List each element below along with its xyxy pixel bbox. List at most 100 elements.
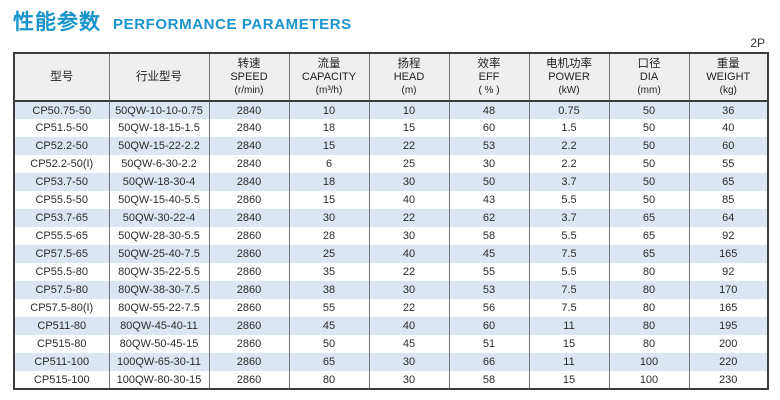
table-cell: 50QW-18-30-4 — [108, 173, 209, 191]
table-cell: 30 — [368, 353, 449, 371]
table-cell: 50QW-15-22-2.2 — [108, 137, 209, 155]
table-cell: 45 — [448, 245, 529, 263]
table-cell: 53 — [448, 281, 529, 299]
table-cell: 2860 — [208, 245, 289, 263]
table-cell: 2840 — [208, 209, 289, 227]
table-cell: 65 — [608, 209, 689, 227]
table-cell: 30 — [368, 371, 449, 389]
table-cell: 2860 — [208, 263, 289, 281]
table-cell: 92 — [688, 227, 768, 245]
column-header: 流量 CAPACITY (m³/h) — [288, 53, 369, 102]
table-cell: 80 — [608, 263, 689, 281]
table-cell: 80QW-50-45-15 — [108, 335, 209, 353]
table-cell: 170 — [688, 281, 768, 299]
column-header-cn: 扬程 — [397, 57, 421, 70]
table-cell: CP515-100 — [33, 373, 90, 386]
table-cell: CP52.2-50(I) — [30, 158, 94, 170]
column-header-en: POWER — [548, 71, 590, 84]
table-cell: 15 — [528, 335, 609, 353]
table-cell: 60 — [688, 137, 768, 155]
table-cell: CP511-100 — [34, 356, 90, 368]
column-header-unit: (kg) — [719, 84, 737, 96]
table-cell: 6 — [288, 155, 369, 173]
table-cell: CP511-80 — [37, 320, 87, 332]
performance-parameters-table: 型号 行业型号 转速 SPEED (r/min) 流量 CAPACITY (m³/h) 扬程 HE… — [13, 52, 769, 390]
table-cell: 2840 — [208, 137, 289, 155]
table-cell: 200 — [688, 335, 768, 353]
column-header-cn: 流量 — [317, 57, 341, 70]
table-cell: 195 — [688, 317, 768, 335]
table-cell: 7.5 — [528, 245, 609, 263]
column-header-en: EFF — [478, 71, 500, 84]
table-cell: 22 — [368, 209, 449, 227]
table-cell: CP55.5-50 — [35, 194, 89, 206]
table-cell: CP53.7-50 — [35, 176, 89, 188]
table-cell: 30 — [368, 227, 449, 245]
table-cell: 1.5 — [528, 119, 609, 137]
table-cell: 50 — [608, 101, 689, 119]
header-row: 型号 行业型号 转速 SPEED (r/min) 流量 CAPACITY (m³/h) 扬程 HE… — [14, 53, 768, 102]
table-cell: 38 — [288, 281, 369, 299]
table-cell: 2860 — [208, 371, 289, 389]
column-header-unit: (m) — [401, 84, 417, 96]
table-cell: 64 — [688, 209, 768, 227]
table-cell: 66 — [448, 353, 529, 371]
table-cell: 2860 — [208, 281, 289, 299]
table-cell: 48 — [448, 101, 529, 119]
column-header: 型号 — [14, 53, 109, 102]
table-cell: 80QW-38-30-7.5 — [108, 281, 209, 299]
table-cell: 2.2 — [528, 137, 609, 155]
table-cell: 15 — [528, 371, 609, 389]
table-cell: 30 — [288, 209, 369, 227]
table-cell: 165 — [688, 299, 768, 317]
table-cell: 2.2 — [528, 155, 609, 173]
table-row: CP55.5-65 50QW-28-30-5.5 2860 28 30 58 5.5 65 92 — [14, 227, 768, 245]
column-header-cn: 电机功率 — [546, 57, 592, 70]
column-header: 电机功率 POWER (kW) — [528, 53, 609, 102]
column-header-unit: (r/min) — [234, 84, 264, 96]
table-cell: 165 — [688, 245, 768, 263]
table-cell: 220 — [688, 353, 768, 371]
table-cell: 28 — [288, 227, 369, 245]
column-header-cn: 转速 — [237, 57, 261, 70]
column-header-unit: ( % ) — [478, 84, 500, 96]
table-cell: 5.5 — [528, 227, 609, 245]
column-header-unit: (m³/h) — [315, 84, 343, 96]
table-cell: 50 — [608, 137, 689, 155]
column-header-en: DIA — [639, 71, 659, 84]
table-cell: 100QW-65-30-11 — [108, 353, 209, 371]
table-cell: 22 — [368, 137, 449, 155]
table-cell: 50 — [448, 173, 529, 191]
table-row: CP55.5-50 50QW-15-40-5.5 2860 15 40 43 5.5 50 85 — [14, 191, 768, 209]
table-cell: 53 — [448, 137, 529, 155]
table-cell: 22 — [368, 299, 449, 317]
table-cell: 2840 — [208, 101, 289, 119]
table-cell: 58 — [448, 227, 529, 245]
table-cell: 80QW-55-22-7.5 — [108, 299, 209, 317]
table-cell: 230 — [688, 371, 768, 389]
table-cell: CP55.5-80 — [35, 266, 89, 278]
table-cell: 80QW-45-40-11 — [108, 317, 209, 335]
table-cell: 50QW-6-30-2.2 — [108, 155, 209, 173]
table-cell: 65 — [608, 227, 689, 245]
table-cell: 50QW-28-30-5.5 — [108, 227, 209, 245]
table-cell: 40 — [368, 245, 449, 263]
table-cell: 100 — [608, 371, 689, 389]
table-cell: 58 — [448, 371, 529, 389]
table-row: CP57.5-80 80QW-38-30-7.5 2860 38 30 53 7.5 80 17… — [14, 281, 768, 299]
table-cell: 22 — [368, 263, 449, 281]
table-cell: 50QW-30-22-4 — [108, 209, 209, 227]
table-cell: 3.7 — [528, 209, 609, 227]
table-cell: 40 — [368, 317, 449, 335]
column-header-cn: 型号 — [50, 70, 74, 83]
table-row: CP50.75-50 50QW-10-10-0.75 2840 10 10 48 0.75 5… — [14, 101, 768, 119]
table-cell: 50 — [608, 173, 689, 191]
column-header-cn: 重量 — [716, 57, 740, 70]
table-row: CP57.5-80(I) 80QW-55-22-7.5 2860 55 22 56 7.5 8… — [14, 299, 768, 317]
table-cell: 25 — [288, 245, 369, 263]
table-cell: 5.5 — [528, 263, 609, 281]
column-header: 行业型号 — [108, 53, 209, 102]
column-header: 扬程 HEAD (m) — [368, 53, 449, 102]
table-row: CP53.7-50 50QW-18-30-4 2840 18 30 50 3.7 50 65 — [14, 173, 768, 191]
table-row: CP515-100 100QW-80-30-15 2860 80 30 58 15 100 23… — [14, 371, 768, 389]
